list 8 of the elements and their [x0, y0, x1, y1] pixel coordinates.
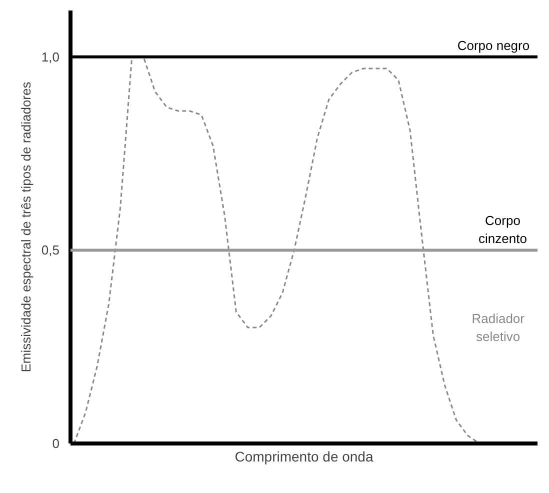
y-tick-label: 1,0: [41, 49, 60, 64]
y-axis-title: Emissividade espectral de três tipos de radiadores: [18, 81, 34, 372]
x-axis-title: Comprimento de onda: [234, 448, 374, 464]
y-tick-label: 0,5: [41, 242, 60, 258]
ref-line-label: Corpo cinzento: [478, 213, 527, 246]
text: Radiador seletivo: [472, 311, 526, 344]
y-tick-label: 0: [52, 436, 60, 451]
ref-line-label: Corpo negro: [457, 38, 530, 53]
